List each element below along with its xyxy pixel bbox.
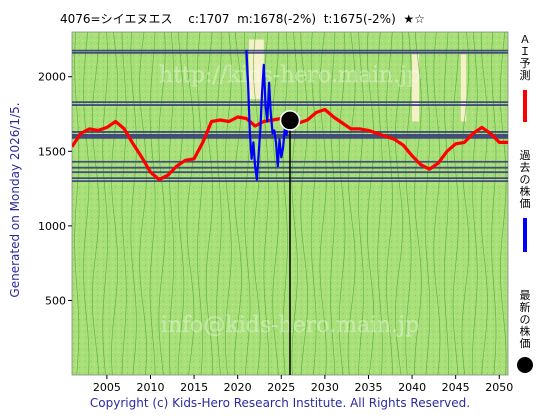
x-tick-label-9: 2050 — [485, 381, 513, 394]
x-tick-label-2: 2015 — [180, 381, 208, 394]
green-line-22 — [282, 32, 288, 375]
green-line-9 — [158, 32, 166, 375]
watermark-url: http://kids-hero.main.jp — [159, 63, 421, 88]
pale-band-0 — [249, 39, 264, 100]
green-line-2 — [91, 32, 100, 375]
series-line-1 — [245, 49, 290, 181]
green-line-0 — [74, 32, 80, 375]
green-line-8 — [149, 32, 156, 375]
green-line-23 — [291, 32, 298, 375]
green-line-28 — [338, 32, 346, 375]
pale-band-2 — [460, 54, 467, 122]
green-line-30 — [358, 32, 365, 375]
green-line-14 — [205, 32, 214, 375]
green-line-21 — [272, 32, 280, 375]
y-tick-label-3: 2000 — [38, 71, 66, 84]
x-tick-label-1: 2010 — [136, 381, 164, 394]
y-tick-label-1: 1000 — [38, 220, 66, 233]
green-line-16 — [225, 32, 232, 375]
green-line-45 — [500, 32, 507, 375]
x-tick-label-0: 2005 — [93, 381, 121, 394]
legend-dot-latest-price — [517, 357, 533, 373]
legend-label-latest-price: 最新の株価 — [519, 289, 531, 350]
green-line-42 — [471, 32, 478, 375]
x-tick-label-7: 2040 — [398, 381, 426, 394]
chart-title: 4076=シイエヌエス c:1707 m:1678(-2%) t:1675(-2… — [60, 12, 425, 26]
legend-swatch-ai-prediction — [523, 90, 527, 122]
y-tick-label-2: 1500 — [38, 145, 66, 158]
series-group — [72, 49, 508, 375]
copyright-footer: Copyright (c) Kids-Hero Research Institu… — [89, 396, 471, 410]
green-line-33 — [386, 32, 393, 375]
green-line-32 — [377, 32, 383, 375]
green-line-37 — [424, 32, 431, 375]
green-line-38 — [433, 32, 441, 375]
green-line-10 — [168, 32, 175, 375]
green-line-1 — [83, 32, 90, 375]
green-line-31 — [366, 32, 375, 375]
generated-date-label: Generated on Monday 2026/1/5. — [8, 102, 22, 298]
legend-label-past-price: 過去の株価 — [519, 149, 531, 210]
y-axis: 500 1000 1500 2000 — [38, 71, 72, 307]
legend-label-ai-prediction: ＡＩ予測 — [519, 33, 531, 82]
green-line-5 — [121, 32, 127, 375]
green-line-11 — [177, 32, 185, 375]
green-line-40 — [452, 32, 460, 375]
pale-bands — [249, 39, 467, 122]
green-line-26 — [319, 32, 327, 375]
x-tick-label-5: 2030 — [311, 381, 339, 394]
green-line-24 — [300, 32, 309, 375]
pale-band-1 — [412, 54, 420, 122]
legend-swatch-past-price — [523, 218, 527, 252]
x-tick-label-6: 2035 — [354, 381, 382, 394]
green-line-7 — [139, 32, 147, 375]
x-tick-label-8: 2045 — [442, 381, 470, 394]
y-tick-label-0: 500 — [45, 294, 66, 307]
green-line-35 — [405, 32, 412, 375]
side-label-wrap: Generated on Monday 2026/1/5. — [5, 60, 25, 340]
green-line-41 — [461, 32, 470, 375]
green-line-44 — [491, 32, 497, 375]
green-line-13 — [196, 32, 203, 375]
green-line-34 — [395, 32, 403, 375]
x-axis: 2005 2010 2015 2020 2025 2030 2035 2040 2045 2050 — [93, 375, 513, 394]
green-line-25 — [310, 32, 317, 375]
green-line-4 — [111, 32, 119, 375]
green-line-39 — [443, 32, 449, 375]
green-line-29 — [347, 32, 356, 375]
green-trend-lines — [74, 32, 507, 375]
green-line-36 — [414, 32, 422, 375]
green-line-15 — [216, 32, 222, 375]
green-line-12 — [186, 32, 195, 375]
x-tick-label-4: 2025 — [267, 381, 295, 394]
green-line-43 — [480, 32, 488, 375]
green-line-27 — [330, 32, 336, 375]
latest-point — [279, 110, 301, 131]
green-line-6 — [130, 32, 137, 375]
x-tick-label-3: 2020 — [224, 381, 252, 394]
green-line-3 — [102, 32, 108, 375]
green-line-19 — [253, 32, 261, 375]
green-line-17 — [233, 32, 242, 375]
